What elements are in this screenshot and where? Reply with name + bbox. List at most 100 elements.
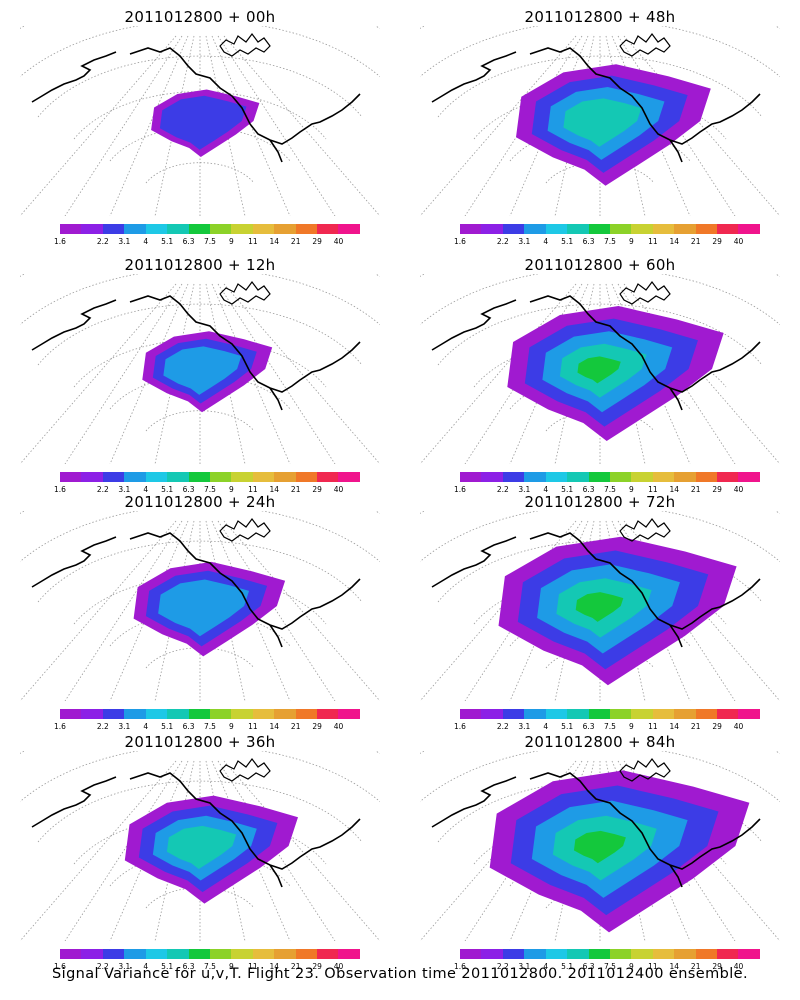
colorbar-swatch <box>231 949 253 959</box>
colorbar-swatch <box>524 224 546 234</box>
colorbar-swatch <box>717 949 739 959</box>
colorbar-swatch <box>502 472 525 482</box>
colorbar-swatch <box>252 224 275 234</box>
meridian-line <box>223 35 380 216</box>
colorbar-tick-label: 6.3 <box>182 962 195 971</box>
latitude-line <box>73 576 327 625</box>
colorbar-swatch <box>502 224 525 234</box>
colorbar-tick-label: 2.2 <box>96 237 109 246</box>
colorbar-tick-label: 7.5 <box>604 962 616 971</box>
coastline <box>669 387 683 411</box>
colorbar-tick-label: 2.2 <box>496 485 509 494</box>
variance-contour <box>163 346 242 395</box>
colorbar-ticks: 1.6 2.2 3.1 4 5.1 6.3 7.5 9 11 14 21 29 40 <box>454 722 760 732</box>
colorbar-tick-label: 1.6 <box>54 722 66 731</box>
colorbar-ticks: 1.6 2.2 3.1 4 5.1 6.3 7.5 9 11 14 21 29 40 <box>454 962 760 972</box>
colorbar-tick-label: 11 <box>248 722 258 731</box>
colorbar-tick-label: 4 <box>543 962 549 971</box>
colorbar-swatch <box>60 224 82 234</box>
latitude-line <box>20 511 380 563</box>
coastline <box>31 299 117 351</box>
coastline <box>129 532 361 630</box>
map-panel: 2011012800 + 00h 1.6 2.2 3.1 4 5.1 6.3 7.5 9 11 14… <box>10 2 390 246</box>
map-panel: 2011012800 + 36h 1.6 2.2 3.1 4 5.1 6.3 7.5 9 11 14… <box>10 727 390 971</box>
colorbar-tick-label: 5.1 <box>561 237 574 246</box>
meridian-line <box>420 35 577 216</box>
colorbar <box>460 472 760 482</box>
colorbar-tick-label: 21 <box>290 237 301 246</box>
variance-contour <box>573 830 626 864</box>
colorbar-swatch <box>209 709 232 719</box>
latitude-line <box>73 816 327 865</box>
coastline <box>31 536 117 588</box>
coastline <box>529 295 761 393</box>
colorbar-tick-label: 4 <box>143 962 149 971</box>
colorbar-swatch <box>167 472 189 482</box>
panel-title: 2011012800 + 48h <box>524 8 676 26</box>
colorbar-tick-label: 40 <box>733 722 744 731</box>
colorbar-tick-label: 5.1 <box>161 237 174 246</box>
colorbar-tick-label: 2.2 <box>496 237 509 246</box>
colorbar-tick-label: 2.2 <box>96 962 109 971</box>
variance-contour <box>577 356 621 384</box>
coastline <box>669 624 683 648</box>
colorbar-tick-label: 40 <box>333 722 344 731</box>
colorbar-tick-label: 5.1 <box>561 722 574 731</box>
colorbar-swatch <box>60 472 82 482</box>
colorbar <box>60 472 360 482</box>
colorbar-tick-label: 9 <box>629 237 634 246</box>
meridian-line <box>464 35 583 216</box>
meridian-line <box>420 283 577 464</box>
colorbar-tick-label: 14 <box>669 485 680 494</box>
colorbar-tick-label: 3.1 <box>118 485 131 494</box>
meridian-line <box>217 283 336 464</box>
coastline <box>529 47 761 145</box>
colorbar-swatch <box>167 709 189 719</box>
colorbar-tick-label: 21 <box>290 722 301 731</box>
polar-map <box>420 274 780 464</box>
coastline <box>431 299 517 351</box>
colorbar-swatch <box>695 224 718 234</box>
colorbar-tick-label: 5.1 <box>161 962 174 971</box>
meridian-line <box>64 520 183 701</box>
colorbar-swatch <box>652 709 675 719</box>
colorbar-swatch <box>295 224 318 234</box>
map-panel: 2011012800 + 84h 1.6 2.2 3.1 4 5.1 6.3 7.5 9 11 14… <box>410 727 790 971</box>
colorbar-swatch <box>481 224 503 234</box>
colorbar-tick-label: 1.6 <box>54 237 66 246</box>
colorbar-swatch <box>695 709 718 719</box>
colorbar-swatch <box>652 224 675 234</box>
colorbar <box>460 709 760 719</box>
colorbar-swatch <box>252 472 275 482</box>
latitude-line <box>20 511 380 514</box>
coastline <box>269 387 283 411</box>
variance-contour <box>158 579 250 637</box>
colorbar-swatch <box>631 949 653 959</box>
latitude-line <box>437 540 763 603</box>
colorbar-tick-label: 14 <box>669 962 680 971</box>
colorbar-tick-label: 7.5 <box>604 722 616 731</box>
colorbar-ticks: 1.6 2.2 3.1 4 5.1 6.3 7.5 9 11 14 21 29 40 <box>54 722 360 732</box>
colorbar-swatch <box>338 224 360 234</box>
colorbar-tick-label: 40 <box>733 237 744 246</box>
colorbar-tick-label: 4 <box>543 485 549 494</box>
colorbar-tick-label: 9 <box>229 962 234 971</box>
colorbar-tick-label: 4 <box>543 237 549 246</box>
colorbar-tick-label: 1.6 <box>54 962 66 971</box>
colorbar-tick-label: 21 <box>290 485 301 494</box>
panel-title: 2011012800 + 36h <box>124 733 276 751</box>
colorbar-swatch <box>695 949 718 959</box>
colorbar-tick-label: 6.3 <box>582 722 595 731</box>
colorbar <box>460 224 760 234</box>
colorbar-swatch <box>60 709 82 719</box>
colorbar-swatch <box>481 709 503 719</box>
panel-title: 2011012800 + 12h <box>124 256 276 274</box>
colorbar-tick-label: 11 <box>248 962 258 971</box>
latitude-line <box>437 303 763 366</box>
colorbar-tick-label: 3.1 <box>518 485 531 494</box>
coastline <box>431 776 517 828</box>
meridian-line <box>20 760 177 941</box>
colorbar-tick-label: 2.2 <box>496 722 509 731</box>
colorbar-tick-label: 7.5 <box>204 485 216 494</box>
colorbar-tick-label: 5.1 <box>561 962 574 971</box>
